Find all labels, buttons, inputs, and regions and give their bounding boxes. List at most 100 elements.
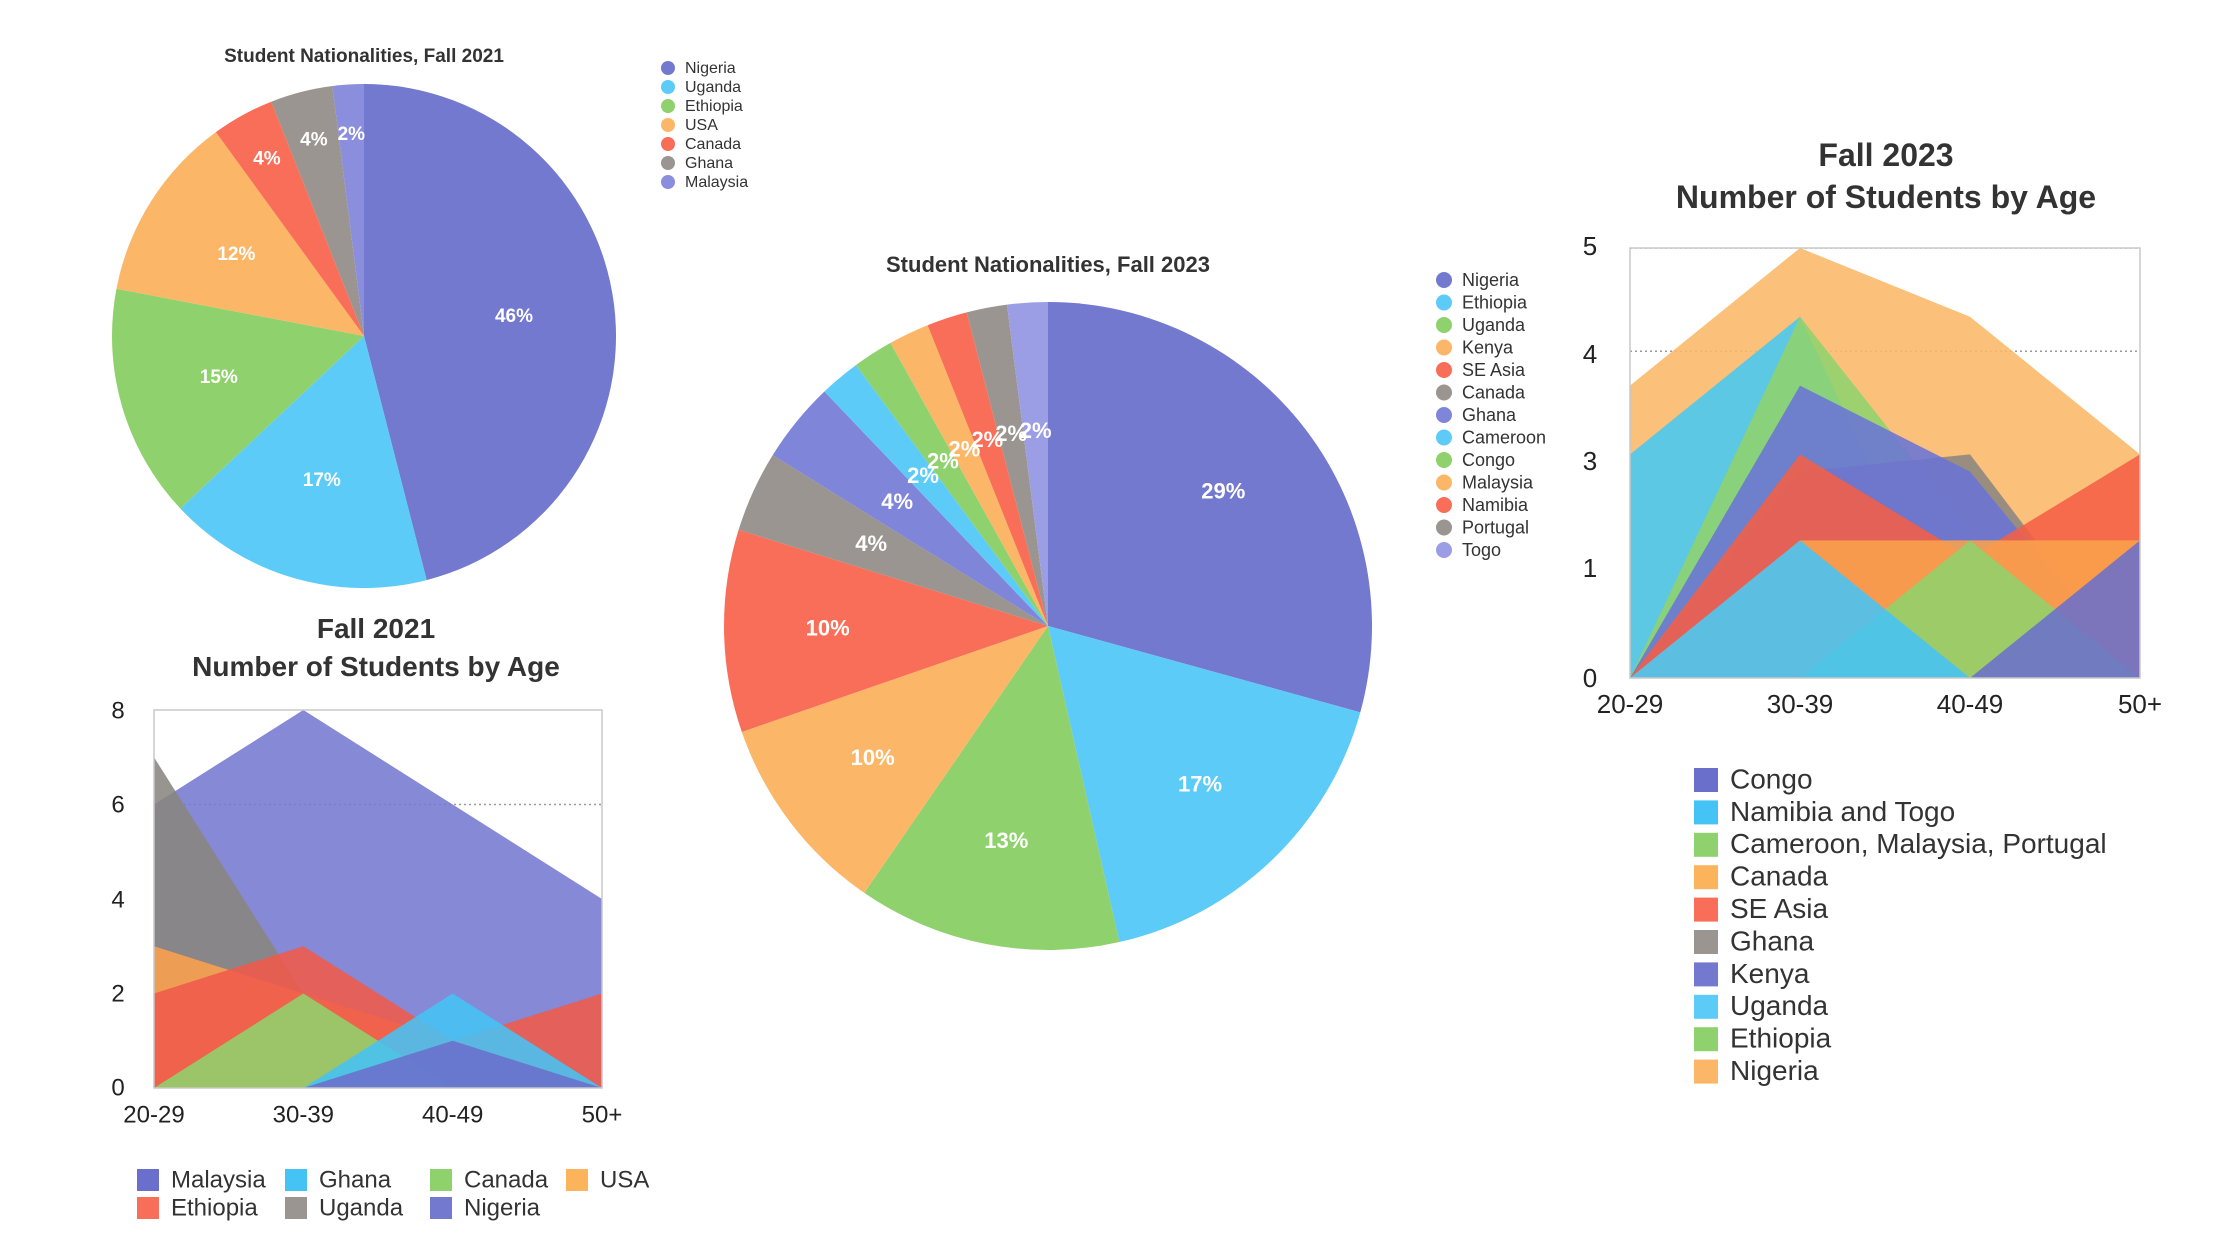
pie-slice-usa xyxy=(116,132,364,336)
legend-swatch xyxy=(137,1169,159,1191)
legend-swatch xyxy=(1694,994,1718,1019)
y-tick-label: 3 xyxy=(1583,446,1597,476)
pie-slice-label: 15% xyxy=(200,367,238,388)
x-tick-label: 50+ xyxy=(2118,689,2162,719)
legend-label: Kenya xyxy=(1462,337,1514,357)
pie-slice-cameroon xyxy=(824,365,1048,626)
legend-label: Uganda xyxy=(1462,315,1526,335)
legend-label: Congo xyxy=(1462,450,1515,470)
legend-marker xyxy=(1436,294,1452,311)
legend-label: Uganda xyxy=(319,1194,404,1221)
pie-slice-malaysia xyxy=(332,84,364,336)
legend-label: Congo xyxy=(1730,763,1813,794)
pie-slice-label: 2% xyxy=(1020,418,1052,443)
pie-slice-canada xyxy=(215,101,364,337)
plot-frame xyxy=(153,709,603,1089)
pie-slice-ghana xyxy=(271,85,364,337)
legend-marker xyxy=(1436,519,1452,536)
legend-marker xyxy=(1436,317,1452,333)
legend-label: Malaysia xyxy=(1462,472,1534,492)
legend-marker xyxy=(661,99,675,113)
legend-label: Portugal xyxy=(1462,517,1529,537)
pie-slice-label: 2% xyxy=(927,448,959,473)
pie-slice-label: 17% xyxy=(1178,771,1222,796)
pie-slice-kenya xyxy=(741,626,1048,893)
x-tick-label: 30-39 xyxy=(273,1101,334,1128)
legend-swatch xyxy=(1694,832,1718,857)
x-tick-label: 40-49 xyxy=(422,1101,483,1128)
legend-label: Malaysia xyxy=(685,174,748,191)
legend-swatch xyxy=(1694,800,1718,825)
pie-chart-fall-2021: Student Nationalities, Fall 2021 46% 17% 1… xyxy=(112,46,748,589)
legend-marker xyxy=(661,80,675,94)
legend-label: Ghana xyxy=(1462,405,1517,425)
legend-label: Nigeria xyxy=(685,60,736,77)
legend-label: Ethiopia xyxy=(685,98,743,115)
pie-slice-label: 46% xyxy=(495,306,533,327)
pie-slice-label: 10% xyxy=(851,745,895,770)
legend-marker xyxy=(1436,474,1452,491)
legend-label: SE Asia xyxy=(1462,360,1526,380)
pie-slice-label: 10% xyxy=(806,615,850,640)
y-tick-label: 6 xyxy=(111,791,124,818)
legend-label: Malaysia xyxy=(171,1166,266,1193)
pie-slice-ethiopia xyxy=(1048,626,1361,943)
legend-label: USA xyxy=(600,1166,649,1193)
x-tick-label: 40-49 xyxy=(1937,689,2004,719)
pie-slice-label: 2% xyxy=(971,427,1003,452)
pie-slice-label: 2% xyxy=(338,124,366,145)
y-tick-label: 5 xyxy=(1583,231,1597,261)
pie-slice-label: 13% xyxy=(984,828,1028,853)
legend-marker xyxy=(1436,452,1452,468)
legend-marker xyxy=(1436,497,1452,513)
pie-slice-uganda xyxy=(864,626,1120,950)
legend-marker xyxy=(1436,429,1452,446)
legend-label: Ethiopia xyxy=(1462,292,1528,312)
y-tick-label: 4 xyxy=(1583,339,1597,369)
legend-label: Namibia xyxy=(1462,495,1529,515)
plot-frame xyxy=(1629,247,2141,679)
area-series-congo xyxy=(1630,540,2140,678)
pie-slice-se-asia xyxy=(724,529,1048,732)
area-2023-title-line-1: Fall 2023 xyxy=(1818,137,1953,173)
legend-label: Ethiopia xyxy=(1730,1023,1832,1054)
pie-slice-ghana xyxy=(772,391,1048,626)
x-tick-label: 30-39 xyxy=(1767,689,1834,719)
pie-slice-togo xyxy=(1006,302,1048,626)
legend-marker xyxy=(1436,384,1452,401)
x-tick-label: 20-29 xyxy=(123,1101,184,1128)
legend-swatch xyxy=(285,1197,307,1219)
legend-swatch xyxy=(137,1197,159,1219)
legend-marker xyxy=(1436,542,1452,558)
legend-label: Ethiopia xyxy=(171,1194,258,1221)
legend-marker xyxy=(661,61,675,75)
y-tick-label: 2 xyxy=(111,980,124,1007)
y-tick-label: 0 xyxy=(1583,663,1597,693)
area-2021-title-line-2: Number of Students by Age xyxy=(192,651,560,682)
legend-label: Canada xyxy=(464,1166,549,1193)
area-chart-fall-2021: Fall 2021 Number of Students by Age 0 2 4 6… xyxy=(111,613,649,1221)
pie-slice-label: 4% xyxy=(855,531,887,556)
legend-swatch xyxy=(566,1169,588,1191)
legend-marker xyxy=(661,175,675,189)
legend-swatch xyxy=(1694,930,1718,954)
pie-slice-label: 12% xyxy=(217,244,255,265)
x-tick-label: 50+ xyxy=(582,1101,623,1128)
pie-slice-label: 17% xyxy=(303,470,341,491)
legend-swatch xyxy=(1694,897,1718,922)
legend-label: Cameroon xyxy=(1462,427,1546,447)
pie-slice-nigeria xyxy=(1048,302,1372,713)
legend-swatch xyxy=(1694,865,1718,890)
pie-slice-label: 2% xyxy=(907,463,939,488)
pie-slice-label: 4% xyxy=(253,148,281,169)
legend-swatch xyxy=(430,1197,452,1219)
area-series-namibia-and-togo xyxy=(1630,540,2140,678)
y-tick-label: 8 xyxy=(111,697,124,724)
legend-marker xyxy=(1436,362,1452,378)
pie-slice-label: 2% xyxy=(949,436,981,461)
pie-slice-uganda xyxy=(180,336,427,589)
legend-marker xyxy=(1436,272,1452,288)
legend-marker xyxy=(1436,339,1452,356)
pie-slice-namibia xyxy=(927,312,1048,626)
legend-label: Nigeria xyxy=(1462,270,1520,290)
